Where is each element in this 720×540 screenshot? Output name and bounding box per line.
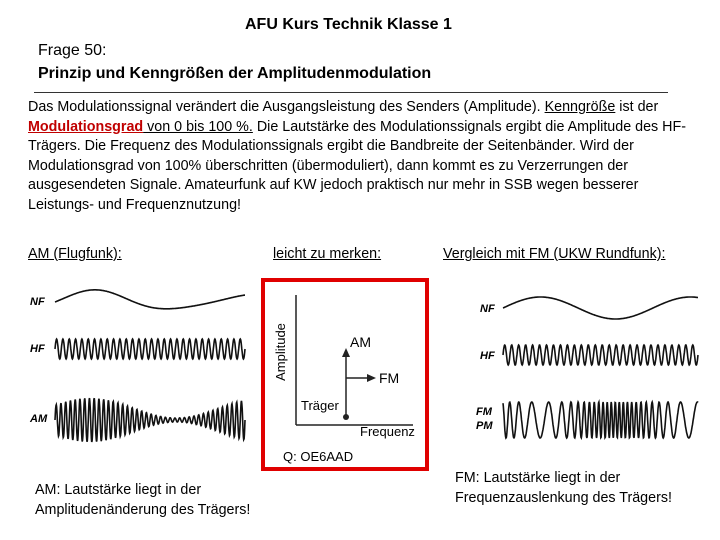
caption-line: AM: Lautstärke liegt in der [35,482,202,498]
question-number: Frage 50: [38,42,107,59]
divider [34,92,668,93]
waveform [54,289,245,310]
column-label: Vergleich mit FM (UKW Rundfunk): [443,246,666,262]
carrier-dot [343,414,349,420]
axis-label: Frequenz [360,424,415,439]
axis-label: Amplitude [273,323,288,381]
waveform [54,337,246,361]
title: AFU Kurs Technik Klasse 1 [245,16,452,33]
text: ist der [615,99,659,115]
question-title: Prinzip und Kenngrößen der Amplitudenmod… [38,65,432,82]
arrowhead [367,374,376,382]
waveform [502,399,699,441]
column-label: leicht zu merken: [273,246,382,262]
text: Das Modulationssignal verändert die Ausg… [28,99,545,115]
wave-label: NF [480,303,495,315]
caption-line: Frequenzauslenkung des Trägers! [455,490,672,506]
waveform [502,343,699,367]
wave-label: HF [480,350,495,362]
label: AM [350,334,371,350]
text: von 0 bis 100 %. [143,118,253,135]
caption: FM: Lautstärke liegt in der Frequenzausle… [455,468,672,508]
wave-label: HF [30,343,45,355]
text: Die Lautstärke des Modulationssignals er… [28,118,686,213]
wave-label: FM [476,406,493,418]
waveform [502,296,698,320]
label: FM [379,370,399,386]
highlight: Modulationsgrad [28,118,144,135]
label: Träger [301,398,339,413]
caption-line: Amplitudenänderung des Trägers! [35,502,251,518]
column-label: AM (Flugfunk): [28,246,122,262]
wave-label: AM [29,413,48,425]
source: Q: OE6AAD [283,449,353,464]
waveform [54,397,246,443]
paragraph: Das Modulationssignal verändert die Ausg… [28,98,694,215]
caption-line: FM: Lautstärke liegt in der [455,470,621,486]
highlight-box [261,278,429,471]
arrowhead [342,348,350,357]
text: Kenngröße [544,99,616,115]
wave-label: NF [30,296,45,308]
caption: AM: Lautstärke liegt in der Amplitudenänd… [35,480,250,520]
wave-label: PM [476,420,493,432]
